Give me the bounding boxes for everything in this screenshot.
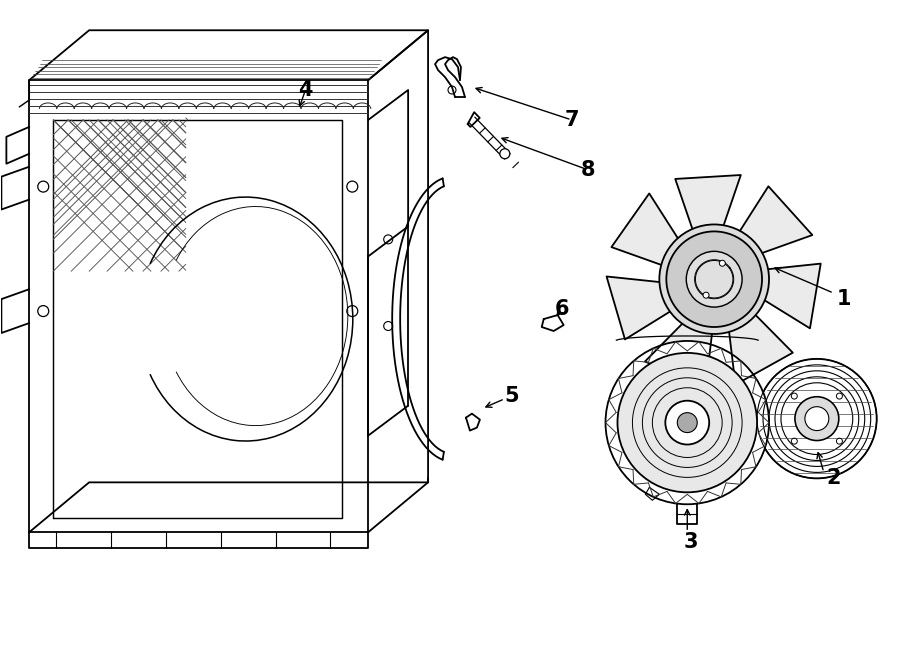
Text: 6: 6 (554, 299, 569, 319)
Circle shape (617, 353, 757, 492)
Circle shape (665, 401, 709, 444)
Text: 3: 3 (684, 532, 698, 552)
Circle shape (795, 397, 839, 440)
Text: 1: 1 (836, 289, 851, 309)
Text: 7: 7 (564, 110, 579, 130)
Polygon shape (607, 276, 676, 340)
Circle shape (687, 251, 742, 307)
Circle shape (500, 149, 509, 159)
Polygon shape (611, 194, 681, 267)
Text: 2: 2 (826, 469, 842, 488)
Polygon shape (675, 175, 741, 235)
Circle shape (678, 412, 698, 432)
Circle shape (660, 225, 769, 334)
Polygon shape (728, 310, 793, 385)
Polygon shape (759, 264, 821, 329)
Circle shape (805, 407, 829, 430)
Polygon shape (645, 319, 713, 387)
Circle shape (719, 260, 725, 266)
Polygon shape (736, 186, 813, 255)
Text: 5: 5 (505, 386, 519, 406)
Circle shape (757, 359, 877, 479)
Circle shape (703, 292, 709, 298)
Text: 4: 4 (298, 80, 312, 100)
Text: 8: 8 (580, 160, 595, 180)
Circle shape (666, 231, 762, 327)
Circle shape (606, 341, 769, 504)
